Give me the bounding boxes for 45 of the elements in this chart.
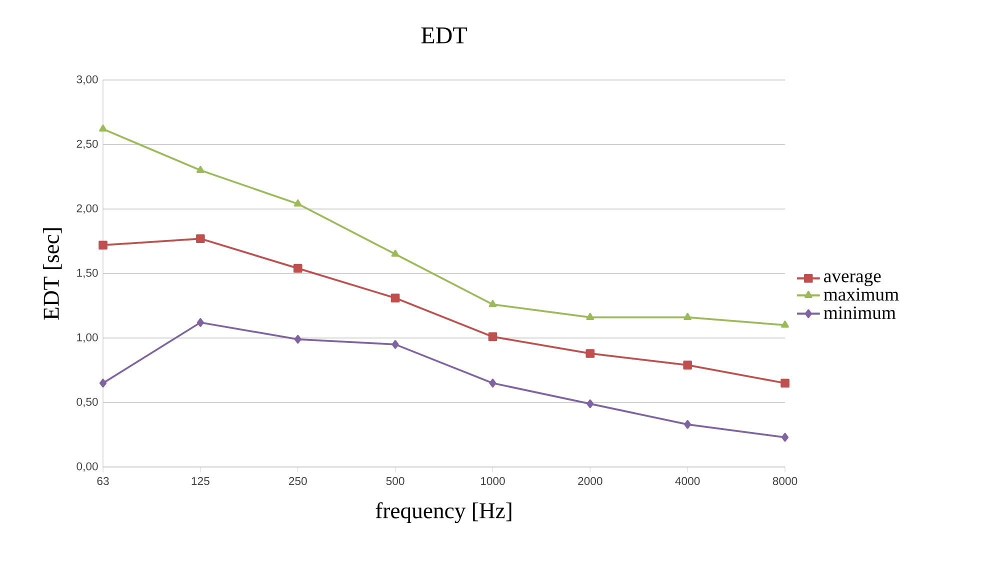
y-tick-label: 3,00 [76, 75, 98, 85]
point [391, 250, 400, 257]
point [586, 349, 595, 358]
x-tick-label: 500 [386, 477, 404, 486]
point [488, 332, 498, 342]
point [488, 300, 497, 308]
point [293, 264, 302, 273]
point [390, 294, 400, 302]
point [392, 340, 399, 349]
point [781, 432, 789, 442]
x-tick-label: 63 [97, 477, 109, 486]
x-tick-label: 250 [288, 477, 307, 486]
x-tick-label: 1000 [480, 477, 505, 486]
x-axis-title: frequency [Hz] [376, 502, 512, 524]
x-tick-label: 8000 [772, 477, 798, 486]
point [99, 124, 107, 132]
y-tick-label: 1,50 [77, 268, 98, 278]
y-tick-label: 0,00 [76, 462, 98, 472]
x-tick-label: 125 [192, 477, 210, 486]
legend-label: minimum [824, 306, 896, 320]
point [196, 318, 204, 327]
point [489, 378, 496, 388]
point [294, 199, 302, 206]
y-tick-label: 2,50 [76, 140, 98, 150]
point [684, 312, 692, 320]
point [99, 378, 107, 388]
point [196, 234, 205, 244]
y-axis-title: EDT [sec] [42, 228, 62, 320]
point [586, 399, 594, 408]
point [196, 166, 204, 173]
point [684, 420, 692, 429]
x-tick-label: 2000 [578, 477, 602, 486]
point [781, 320, 789, 328]
y-tick-label: 2,00 [76, 204, 98, 214]
legend-label: average [824, 272, 881, 286]
point [294, 334, 302, 344]
point [683, 360, 692, 370]
point [780, 378, 790, 388]
y-tick-label: 0,50 [76, 398, 98, 408]
chart-title: EDT [421, 28, 467, 44]
point [586, 312, 594, 320]
y-tick-label: 1,00 [77, 333, 98, 343]
x-tick-label: 4000 [675, 477, 700, 486]
legend-label: maximum [824, 288, 899, 301]
point [98, 240, 108, 250]
